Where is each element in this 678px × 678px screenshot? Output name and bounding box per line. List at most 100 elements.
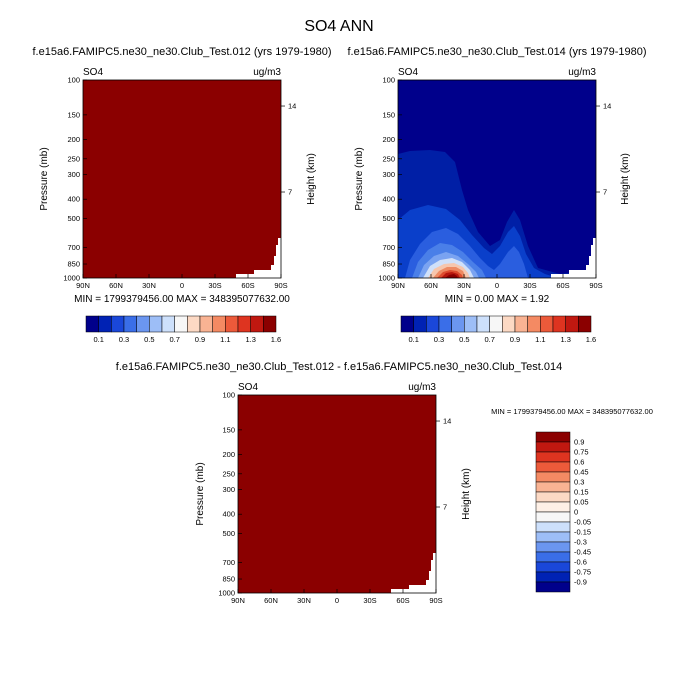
- panel-diff-field: [238, 395, 436, 593]
- panel-014-colorbar-swatch: [565, 315, 579, 333]
- panel-012-colorbar-swatch: [149, 315, 163, 333]
- panel-012-colorbar-swatch: [123, 315, 137, 333]
- panel-014-ytick-label: 1000: [378, 274, 395, 283]
- panel-012-colorbar-label: 1.6: [271, 335, 281, 344]
- panel-014-axes: 100 150 200 250 300 400 500 700 850 1000 14 7 90N 60N…: [378, 76, 611, 291]
- panel-014-colorbar-label: 1.6: [586, 335, 596, 344]
- panel-012-subtitle: f.e15a6.FAMIPC5.ne30_ne30.Club_Test.012 …: [32, 46, 331, 58]
- panel-diff-y2tick-label: 7: [443, 503, 447, 512]
- panel-012-colorbar-label: 0.9: [195, 335, 205, 344]
- panel-012-colorbar-swatch: [199, 315, 213, 333]
- panel-014-ylabel: Pressure (mb): [354, 147, 365, 210]
- panel-diff: f.e15a6.FAMIPC5.ne30_ne30.Club_Test.012 …: [116, 361, 653, 605]
- panel-012-xtick-label: 0: [180, 281, 184, 290]
- panel-014-colorbar: 0.1 0.3 0.5 0.7 0.9 1.1 1.3 1.6: [400, 315, 596, 344]
- panel-diff-colorbar: 0.90.750.60.450.30.150.050-0.05-0.15-0.3…: [535, 431, 591, 593]
- panel-012-y2label: Height (km): [306, 153, 317, 205]
- panel-014-colorbar-swatch: [476, 315, 490, 333]
- panel-014-colorbar-label: 0.9: [510, 335, 520, 344]
- panel-diff-xtick-label: 60S: [396, 596, 409, 605]
- panel-diff-colorbar-swatch: [535, 531, 571, 543]
- panel-012-ytick-label: 300: [67, 170, 80, 179]
- panel-014-colorbar-swatch: [540, 315, 554, 333]
- panel-012-colorbar-swatch: [136, 315, 150, 333]
- panel-014-colorbar-swatch: [464, 315, 478, 333]
- panel-diff-colorbar-label: 0: [574, 508, 578, 517]
- panel-diff-colorbar-swatch: [535, 521, 571, 533]
- panel-diff-subtitle: f.e15a6.FAMIPC5.ne30_ne30.Club_Test.012 …: [116, 361, 562, 373]
- panel-014-colorbar-swatch: [426, 315, 440, 333]
- panel-012-axes: 100 150 200 250 300 400 500 700 850 1000 14 7 90N 60N…: [63, 76, 296, 291]
- panel-014-y2label: Height (km): [620, 153, 631, 205]
- panel-diff-ytick-label: 100: [222, 391, 235, 400]
- panel-014-colorbar-label: 0.5: [459, 335, 469, 344]
- panel-012-xtick-label: 90N: [76, 281, 90, 290]
- panel-014-xtick-label: 0: [495, 281, 499, 290]
- panel-diff-ytick-label: 250: [222, 469, 235, 478]
- panel-012-ytick-label: 400: [67, 195, 80, 204]
- panel-014-ytick-label: 400: [382, 195, 395, 204]
- panel-diff-ytick-label: 300: [222, 485, 235, 494]
- panel-014-colorbar-swatch: [413, 315, 427, 333]
- panel-diff-colorbar-label: 0.45: [574, 468, 589, 477]
- panel-diff-colorbar-swatch: [535, 541, 571, 553]
- panel-014-colorbar-swatch: [451, 315, 465, 333]
- panel-014-xtick-label: 90S: [589, 281, 602, 290]
- panel-012-missing-region: [236, 238, 281, 278]
- panel-012-ytick-label: 700: [67, 243, 80, 252]
- panel-014-colorbar-swatch: [438, 315, 452, 333]
- panel-diff-ytick-label: 1000: [218, 589, 235, 598]
- panel-014-xtick-label: 90N: [391, 281, 405, 290]
- panel-012-colorbar-swatch: [161, 315, 175, 333]
- panel-012-colorbar-label: 0.1: [93, 335, 103, 344]
- panel-012-ytick-label: 100: [67, 76, 80, 85]
- panel-diff-xtick-label: 90N: [231, 596, 245, 605]
- panel-012-colorbar-label: 0.5: [144, 335, 154, 344]
- panel-014-xtick-label: 60S: [556, 281, 569, 290]
- panel-diff-colorbar-label: 0.3: [574, 478, 584, 487]
- panel-014-colorbar-label: 0.1: [408, 335, 418, 344]
- panel-014-colorbar-swatch: [552, 315, 566, 333]
- panel-012-xtick-label: 60N: [109, 281, 123, 290]
- panel-diff-y2label: Height (km): [461, 468, 472, 520]
- panel-diff-fill: [238, 395, 436, 593]
- panel-012-field: [83, 80, 281, 278]
- panel-diff-colorbar-label: -0.75: [574, 568, 591, 577]
- panel-012-colorbar-label: 0.7: [169, 335, 179, 344]
- panel-diff-colorbar-label: 0.6: [574, 458, 584, 467]
- panel-012-colorbar-swatch: [225, 315, 239, 333]
- panel-012-ytick-label: 1000: [63, 274, 80, 283]
- panel-diff-axes: 100 150 200 250 300 400 500 700 850 1000 14 7 90N 60N…: [218, 391, 451, 606]
- panel-014-colorbar-label: 0.3: [434, 335, 444, 344]
- panel-012-colorbar-swatch: [263, 315, 277, 333]
- panel-012-colorbar-label: 1.3: [245, 335, 255, 344]
- panel-014-ytick-label: 150: [382, 110, 395, 119]
- panel-diff-ytick-label: 400: [222, 510, 235, 519]
- panel-diff-xtick-label: 30N: [297, 596, 311, 605]
- panel-diff-colorbar-label: -0.05: [574, 518, 591, 527]
- panel-012-y2tick-label: 7: [288, 188, 292, 197]
- panel-014-field: [398, 80, 596, 278]
- panel-diff-colorbar-swatch: [535, 581, 571, 593]
- panel-diff-colorbar-swatch: [535, 511, 571, 523]
- panel-012-colorbar-swatch: [187, 315, 201, 333]
- panel-012-colorbar-label: 0.3: [119, 335, 129, 344]
- panel-014-xtick-label: 30N: [457, 281, 471, 290]
- panel-014-subtitle: f.e15a6.FAMIPC5.ne30_ne30.Club_Test.014 …: [347, 46, 646, 58]
- panel-012-colorbar-swatch: [212, 315, 226, 333]
- panel-diff-colorbar-label: 0.05: [574, 498, 589, 507]
- panel-diff-colorbar-swatch: [535, 491, 571, 503]
- panel-014-stats: MIN = 0.00 MAX = 1.92: [445, 294, 550, 305]
- panel-014-units: ug/m3: [568, 67, 596, 78]
- panel-diff-stats: MIN = 1799379456.00 MAX = 348395077632.0…: [491, 407, 653, 416]
- panel-012-xtick-label: 90S: [274, 281, 287, 290]
- panel-diff-colorbar-label: 0.9: [574, 438, 584, 447]
- panel-012-ytick-label: 850: [67, 260, 80, 269]
- panel-012-xtick-label: 30N: [142, 281, 156, 290]
- panel-012-colorbar-swatch: [98, 315, 112, 333]
- panel-diff-y2tick-label: 14: [443, 417, 451, 426]
- panel-014-colorbar-swatch: [489, 315, 503, 333]
- panel-diff-ytick-label: 850: [222, 575, 235, 584]
- panel-diff-variable: SO4: [238, 382, 258, 393]
